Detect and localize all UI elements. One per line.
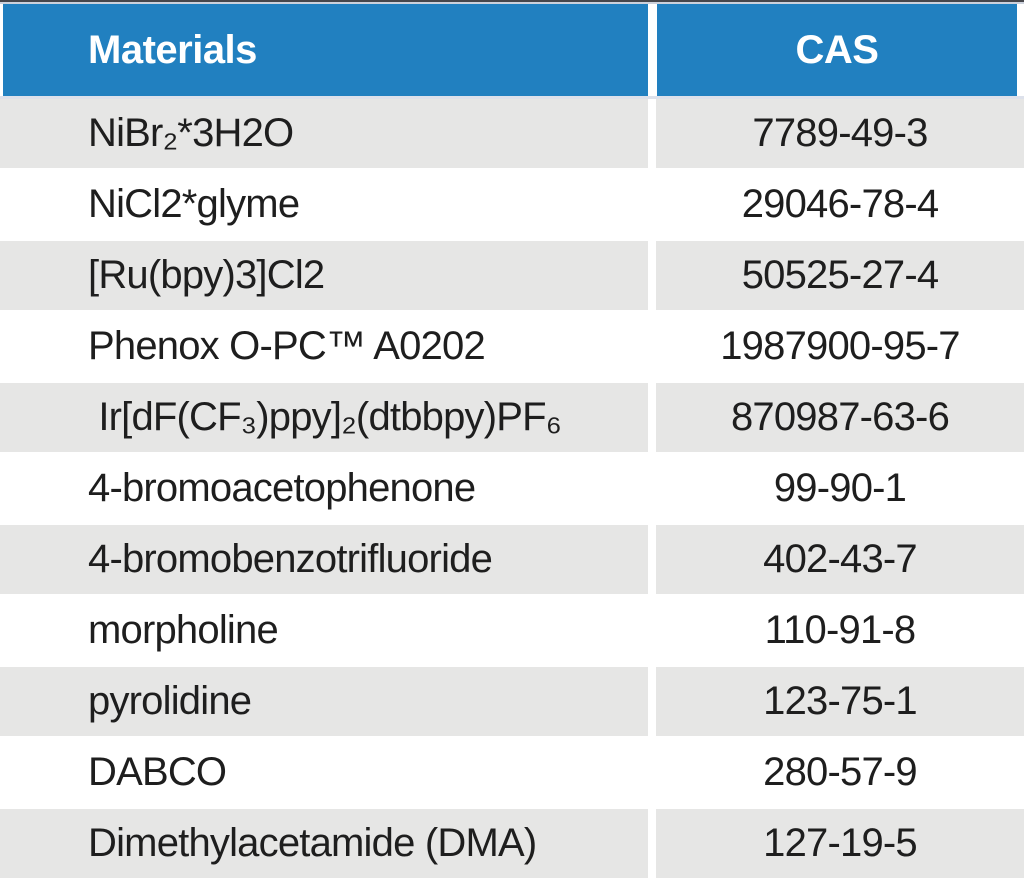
table-row: Phenox O-PC™ A0202 1987900-95-7: [0, 312, 1024, 381]
material-cell: 4-bromobenzotrifluoride: [0, 525, 648, 594]
cas-cell: 99-90-1: [656, 454, 1024, 523]
column-gap: [648, 454, 656, 523]
table-row: morpholine 110-91-8: [0, 596, 1024, 665]
cas-cell: 1987900-95-7: [656, 312, 1024, 381]
table-row: 4-bromobenzotrifluoride 402-43-7: [0, 525, 1024, 594]
header-separator: [0, 96, 1024, 99]
column-header-cas: CAS: [657, 4, 1017, 96]
table-row: [Ru(bpy)3]Cl2 50525-27-4: [0, 241, 1024, 310]
table-body: NiBr₂*3H2O 7789-49-3 NiCl2*glyme 29046-7…: [0, 99, 1024, 878]
column-gap: [648, 383, 656, 452]
column-gap: [648, 667, 656, 736]
cas-cell: 7789-49-3: [656, 99, 1024, 168]
material-cell: [Ru(bpy)3]Cl2: [0, 241, 648, 310]
material-cell: NiBr₂*3H2O: [0, 99, 648, 168]
cas-cell: 280-57-9: [656, 738, 1024, 807]
column-gap: [648, 170, 656, 239]
column-header-materials: Materials: [3, 4, 648, 96]
table-row: NiBr₂*3H2O 7789-49-3: [0, 99, 1024, 168]
column-gap: [648, 809, 656, 878]
column-gap: [648, 738, 656, 807]
cas-cell: 50525-27-4: [656, 241, 1024, 310]
material-cell: Ir[dF(CF₃)ppy]₂(dtbbpy)PF₆: [0, 383, 648, 452]
table-row: DABCO 280-57-9: [0, 738, 1024, 807]
table-header-row: Materials CAS: [0, 4, 1024, 96]
cas-cell: 123-75-1: [656, 667, 1024, 736]
cas-cell: 127-19-5: [656, 809, 1024, 878]
table-row: Ir[dF(CF₃)ppy]₂(dtbbpy)PF₆ 870987-63-6: [0, 383, 1024, 452]
column-gap: [648, 241, 656, 310]
column-gap: [648, 99, 656, 168]
top-border-line: [0, 0, 1024, 2]
material-cell: morpholine: [0, 596, 648, 665]
cas-cell: 402-43-7: [656, 525, 1024, 594]
material-cell: 4-bromoacetophenone: [0, 454, 648, 523]
table-row: Dimethylacetamide (DMA) 127-19-5: [0, 809, 1024, 878]
column-gap: [648, 596, 656, 665]
material-cell: Dimethylacetamide (DMA): [0, 809, 648, 878]
column-gap: [648, 4, 657, 96]
cas-cell: 110-91-8: [656, 596, 1024, 665]
top-border-highlight: [0, 2, 1024, 4]
material-cell: DABCO: [0, 738, 648, 807]
column-gap: [648, 525, 656, 594]
material-cell: Phenox O-PC™ A0202: [0, 312, 648, 381]
column-gap: [648, 312, 656, 381]
table-row: NiCl2*glyme 29046-78-4: [0, 170, 1024, 239]
material-cell: NiCl2*glyme: [0, 170, 648, 239]
cas-cell: 870987-63-6: [656, 383, 1024, 452]
table-row: 4-bromoacetophenone 99-90-1: [0, 454, 1024, 523]
table-row: pyrolidine 123-75-1: [0, 667, 1024, 736]
cas-cell: 29046-78-4: [656, 170, 1024, 239]
material-cell: pyrolidine: [0, 667, 648, 736]
